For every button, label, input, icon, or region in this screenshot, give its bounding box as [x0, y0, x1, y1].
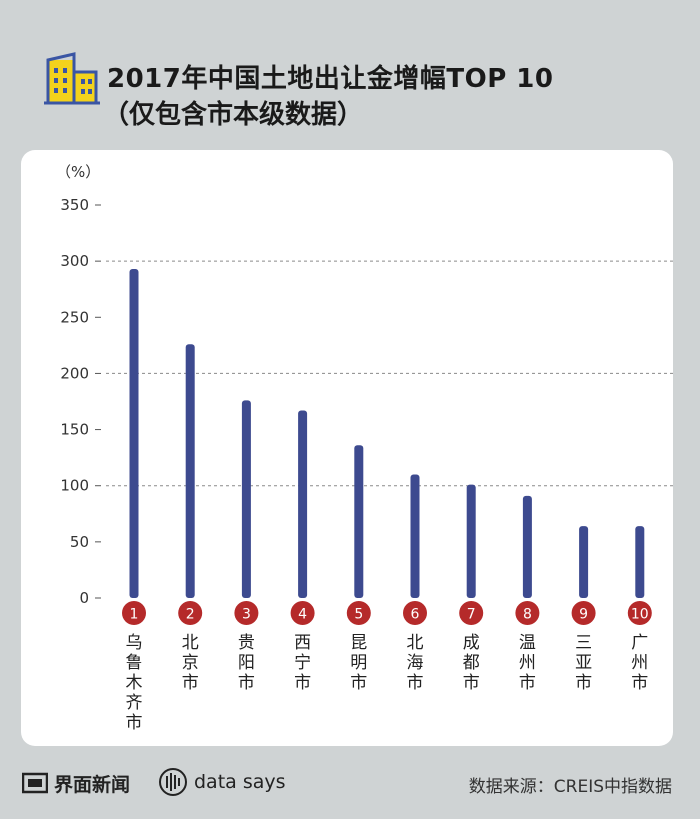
x-category-label: 贵阳市 [238, 633, 255, 693]
bar [466, 484, 476, 598]
footer-brand: 界面新闻 [22, 770, 130, 796]
datasays-brand: data says [158, 766, 286, 798]
chart-title: 2017年中国土地出让金增幅TOP 10 [107, 64, 554, 94]
rank-number: 3 [242, 607, 251, 623]
bar [579, 526, 589, 598]
rank-badge [627, 601, 652, 625]
chart-subtitle: （仅包含市本级数据） [103, 100, 364, 130]
x-category-label: 北京市 [182, 633, 199, 693]
x-category-label: 昆明市 [350, 633, 367, 693]
rank-badge [571, 601, 596, 625]
x-category-label: 乌鲁木齐市 [126, 633, 143, 733]
bar [129, 269, 139, 598]
x-category-label: 成都市 [463, 633, 480, 693]
y-tick-label: 250 [60, 308, 89, 326]
rank-badge [234, 601, 259, 625]
x-category-label: 温州市 [519, 633, 536, 693]
rank-badge [290, 601, 315, 625]
jiemian-logo-icon [22, 772, 48, 794]
building-icon [44, 52, 100, 105]
rank-number: 9 [579, 607, 588, 623]
rank-number: 7 [467, 607, 476, 623]
brand-name: 界面新闻 [54, 773, 131, 796]
x-category-label: 三亚市 [575, 633, 592, 693]
y-tick-label: 100 [60, 477, 89, 495]
y-tick-label: 150 [60, 421, 89, 439]
y-tick-label: 300 [60, 252, 89, 270]
rank-badge [178, 601, 203, 625]
bar [410, 474, 420, 598]
rank-badge [403, 601, 427, 625]
bar [354, 445, 364, 598]
x-category-label: 西宁市 [294, 633, 311, 693]
y-tick-label: 0 [79, 589, 89, 607]
rank-badge [122, 601, 146, 625]
x-category-label: 广州市 [631, 633, 648, 693]
bar [635, 526, 645, 598]
y-axis-label: （%） [56, 163, 100, 181]
bar [522, 495, 532, 598]
datasays-label: data says [194, 771, 286, 793]
rank-badge [515, 601, 540, 625]
bar-chart: （%） 0 50 100 150 200 250 300 350 1 2 3 4 5 6 7 8 9 10 乌鲁… [56, 163, 673, 733]
rank-number: 1 [130, 607, 139, 623]
y-tick-label: 200 [60, 364, 89, 382]
y-tick-label: 350 [60, 196, 89, 214]
x-category-label: 北海市 [407, 633, 424, 693]
rank-number: 5 [354, 607, 363, 623]
chart-card: （%） 0 50 100 150 200 250 300 350 1 2 3 4 5 6 7 8 9 10 乌鲁… [21, 150, 673, 746]
header: 2017年中国土地出让金增幅TOP 10 （仅包含市本级数据） [0, 0, 700, 150]
rank-number: 4 [298, 607, 307, 623]
rank-badge [346, 601, 371, 625]
rank-badge [459, 601, 484, 625]
rank-number: 2 [186, 607, 195, 623]
rank-number: 8 [523, 607, 532, 623]
bar [298, 410, 308, 598]
bar [241, 400, 251, 598]
y-tick-label: 50 [70, 533, 89, 551]
bar [185, 344, 195, 598]
rank-number: 10 [631, 607, 649, 623]
datasays-logo-icon [159, 768, 187, 796]
rank-number: 6 [411, 607, 420, 623]
data-source: 数据来源：CREIS中指数据 [468, 777, 672, 797]
